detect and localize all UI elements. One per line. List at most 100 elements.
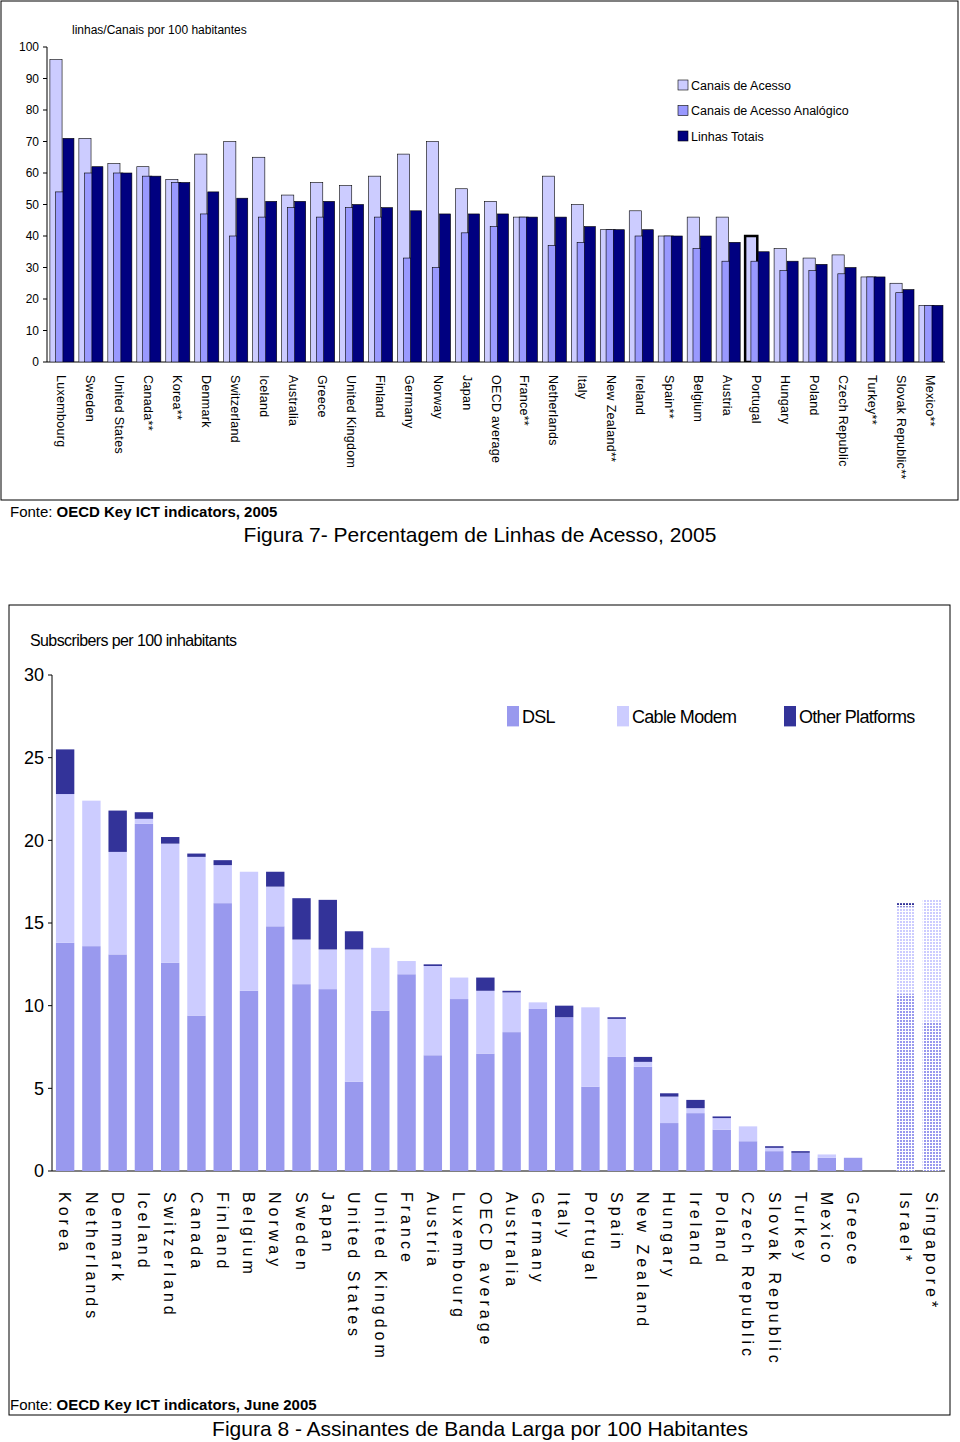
bar	[874, 277, 885, 362]
bar-segment	[686, 1100, 704, 1108]
bar-segment	[187, 1016, 205, 1171]
bar-segment	[844, 1157, 862, 1158]
source-text: OECD Key ICT indicators, June 2005	[57, 1396, 317, 1413]
y-tick	[48, 1088, 52, 1089]
bar	[208, 192, 219, 362]
bar-segment	[371, 1011, 389, 1171]
bar-segment	[739, 1141, 757, 1171]
bar-segment	[896, 906, 914, 994]
legend-label: DSL	[522, 707, 556, 727]
x-tick-label: Korea	[56, 1192, 73, 1255]
x-tick-label: OECD average	[477, 1192, 494, 1349]
x-axis	[52, 1171, 945, 1172]
y-tick	[43, 299, 47, 300]
legend-label: Other Platforms	[799, 707, 915, 727]
source-label: Fonte:	[10, 1396, 53, 1413]
x-tick-label: Mexico	[818, 1192, 835, 1267]
bar-segment	[345, 1082, 363, 1171]
x-tick-label: Germany	[402, 375, 416, 429]
figure: 0102030405060708090100linhas/Canais por …	[0, 0, 960, 1442]
bar-segment	[424, 964, 442, 966]
bar-segment	[214, 865, 232, 903]
bar-segment	[56, 794, 74, 943]
y-tick-label: 60	[26, 166, 40, 180]
bar	[903, 290, 914, 362]
bar	[295, 201, 306, 362]
bar-segment	[607, 1057, 625, 1171]
bar-segment	[187, 857, 205, 1016]
bar-segment	[292, 940, 310, 985]
bar	[816, 264, 827, 362]
legend-swatch	[678, 131, 688, 141]
bar-segment	[634, 1067, 652, 1171]
x-tick-label: Belgium	[691, 375, 705, 422]
x-tick-label: OECD average	[489, 375, 503, 463]
y-axis-label: linhas/Canais por 100 habitantes	[72, 23, 247, 37]
bar-segment	[82, 801, 100, 946]
y-tick	[48, 675, 52, 676]
bar-segment	[424, 1055, 442, 1171]
bar-segment	[476, 991, 494, 1054]
bar-segment	[844, 1158, 862, 1171]
x-tick-label: Switzerland	[228, 375, 242, 443]
x-tick-label: Spain	[608, 1192, 625, 1253]
x-tick-label: Austria	[424, 1192, 441, 1270]
y-tick-label: 15	[24, 913, 44, 933]
bar-segment	[214, 903, 232, 1171]
x-tick-label: Canada	[188, 1192, 205, 1272]
bar-segment	[292, 898, 310, 939]
legend-swatch	[784, 706, 796, 726]
x-tick-label: Belgium	[240, 1192, 257, 1278]
legend-label: Canais de Acesso Analógico	[691, 104, 849, 118]
x-tick-label: Poland	[713, 1192, 730, 1266]
bar-segment	[844, 1157, 862, 1158]
bar-segment	[266, 887, 284, 927]
caption: Figura 8 - Assinantes de Banda Larga por…	[212, 1417, 748, 1440]
y-axis-label: Subscribers per 100 inhabitants	[30, 632, 237, 649]
bar-segment	[161, 837, 179, 844]
bar-segment	[108, 811, 126, 852]
bar-segment	[476, 978, 494, 991]
bar	[729, 242, 740, 362]
y-tick	[48, 840, 52, 841]
bar	[468, 214, 479, 362]
x-tick-label: Japan	[460, 375, 474, 411]
bar-segment	[529, 1009, 547, 1171]
bar-segment	[581, 1087, 599, 1171]
x-tick-label: Poland	[807, 375, 821, 416]
y-tick-label: 0	[34, 1161, 44, 1181]
y-tick	[43, 362, 47, 363]
bar-segment	[634, 1057, 652, 1062]
x-tick-label: Israel*	[897, 1192, 914, 1265]
bar	[237, 198, 248, 362]
legend-swatch	[507, 706, 519, 726]
bar-segment	[923, 900, 941, 1022]
y-tick-label: 10	[24, 996, 44, 1016]
bar-segment	[82, 946, 100, 1171]
x-tick-label: Netherlands	[546, 375, 560, 446]
caption: Figura 7- Percentagem de Linhas de Acess…	[244, 523, 717, 546]
bar-segment	[607, 1017, 625, 1019]
bar	[63, 138, 74, 362]
bar-segment	[791, 1151, 809, 1153]
bar-segment	[450, 999, 468, 1171]
bar-segment	[502, 1032, 520, 1171]
x-tick-label: Netherlands	[83, 1192, 100, 1322]
legend-swatch	[678, 106, 688, 116]
x-tick-label: Norway	[431, 375, 445, 420]
bar	[266, 201, 277, 362]
legend: DSLCable ModemOther Platforms	[507, 706, 915, 727]
y-tick	[43, 78, 47, 79]
bar-segment	[686, 1108, 704, 1113]
bar-segment	[187, 854, 205, 857]
y-tick-label: 50	[26, 198, 40, 212]
source: Fonte:OECD Key ICT indicators, 2005	[10, 503, 277, 520]
bar	[179, 182, 190, 362]
bar	[758, 252, 769, 362]
bar-segment	[56, 749, 74, 794]
bar-segment	[765, 1148, 783, 1151]
x-tick-label: Mexico**	[923, 375, 937, 427]
x-tick-label: Finland	[373, 375, 387, 418]
legend-label: Linhas Totais	[691, 130, 764, 144]
x-tick-label: Czech Republic	[739, 1192, 756, 1360]
